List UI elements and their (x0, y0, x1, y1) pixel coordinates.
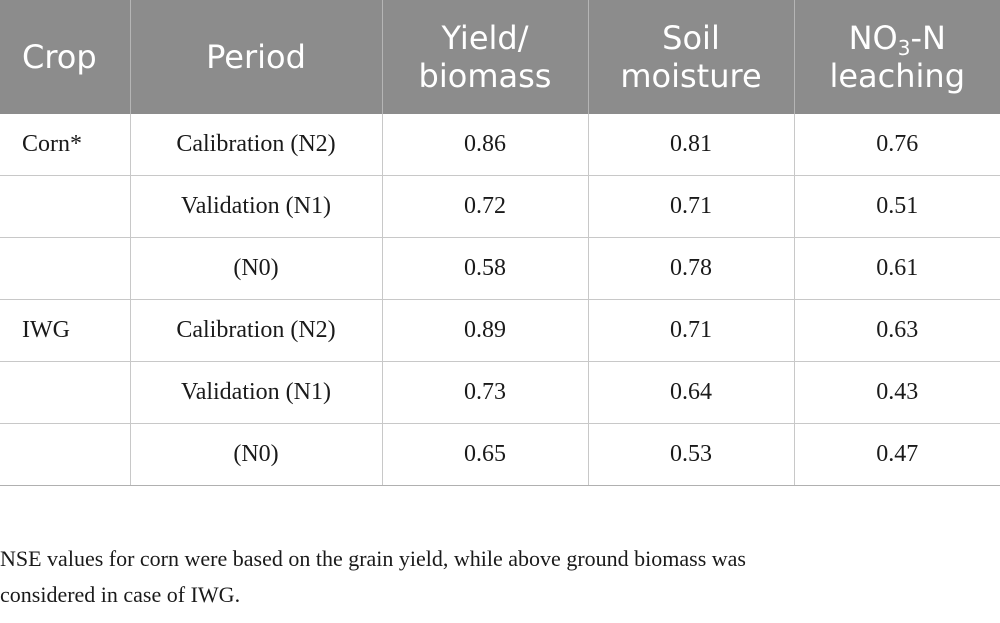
cell-yield: 0.65 (381, 423, 588, 486)
cell-period: Validation (N1) (129, 361, 382, 424)
table-header: Crop Period Yield/biomass Soil moisture N… (0, 0, 1000, 114)
cell-no3: 0.61 (793, 237, 1000, 300)
cell-period: Validation (N1) (129, 175, 382, 238)
header-period: Period (129, 0, 382, 114)
cell-crop (0, 423, 130, 486)
table-body: Corn* Calibration (N2) 0.86 0.81 0.76 Va… (0, 114, 1000, 486)
cell-yield: 0.89 (381, 299, 588, 362)
cell-no3: 0.63 (793, 299, 1000, 362)
table-row: IWG Calibration (N2) 0.89 0.71 0.63 (0, 299, 1000, 362)
cell-no3: 0.47 (793, 423, 1000, 486)
cell-period: (N0) (129, 237, 382, 300)
cell-period: Calibration (N2) (129, 299, 382, 362)
cell-yield: 0.72 (381, 175, 588, 238)
cell-crop (0, 237, 130, 300)
cell-soil: 0.53 (587, 423, 794, 486)
cell-yield: 0.58 (381, 237, 588, 300)
cell-soil: 0.64 (587, 361, 794, 424)
cell-soil: 0.71 (587, 299, 794, 362)
cell-soil: 0.81 (587, 114, 794, 176)
cell-period: Calibration (N2) (129, 114, 382, 176)
nse-table: Crop Period Yield/biomass Soil moisture N… (0, 0, 1000, 486)
cell-crop (0, 175, 130, 238)
cell-no3: 0.43 (793, 361, 1000, 424)
footnote-line-1: NSE values for corn were based on the gr… (0, 546, 746, 571)
cell-no3: 0.76 (793, 114, 1000, 176)
results-table-container: Crop Period Yield/biomass Soil moisture N… (0, 0, 1000, 486)
cell-crop: IWG (0, 299, 130, 362)
cell-no3: 0.51 (793, 175, 1000, 238)
table-row: Validation (N1) 0.73 0.64 0.43 (0, 361, 1000, 424)
table-row: (N0) 0.58 0.78 0.61 (0, 237, 1000, 300)
header-yield: Yield/biomass (381, 0, 588, 114)
cell-crop: Corn* (0, 114, 130, 176)
cell-period: (N0) (129, 423, 382, 486)
cell-crop (0, 361, 130, 424)
table-row: Corn* Calibration (N2) 0.86 0.81 0.76 (0, 114, 1000, 176)
header-soil-moisture: Soil moisture (587, 0, 794, 114)
table-footnote: NSE values for corn were based on the gr… (0, 541, 1000, 613)
table-row: Validation (N1) 0.72 0.71 0.51 (0, 175, 1000, 238)
cell-yield: 0.86 (381, 114, 588, 176)
cell-yield: 0.73 (381, 361, 588, 424)
header-row: Crop Period Yield/biomass Soil moisture N… (0, 0, 1000, 114)
cell-soil: 0.71 (587, 175, 794, 238)
footnote-line-2: considered in case of IWG. (0, 582, 241, 607)
cell-soil: 0.78 (587, 237, 794, 300)
header-no3-leaching: NO3-N leaching (793, 0, 1000, 114)
table-row: (N0) 0.65 0.53 0.47 (0, 423, 1000, 486)
header-crop: Crop (0, 0, 130, 114)
